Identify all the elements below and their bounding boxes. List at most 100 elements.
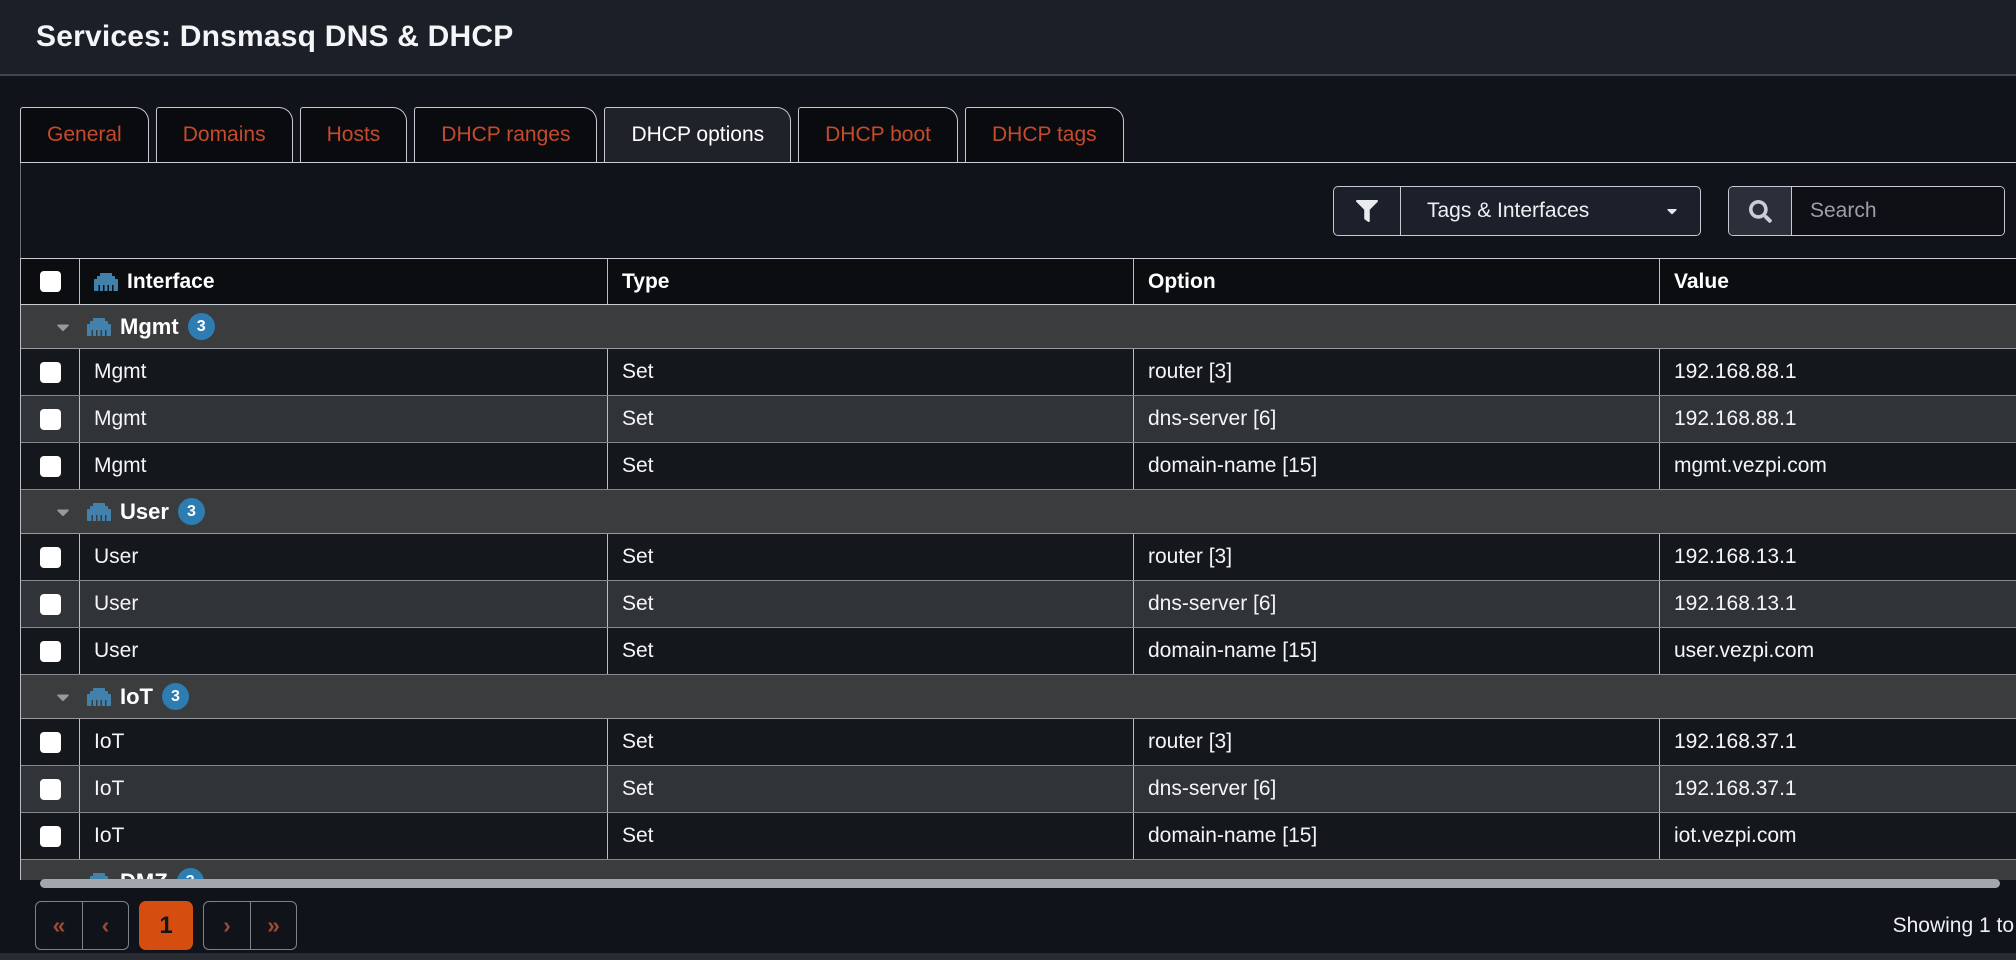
cell-value: mgmt.vezpi.com xyxy=(1659,443,2016,489)
table-row[interactable]: User Set dns-server [6] 192.168.13.1 xyxy=(21,581,2016,628)
search-icon xyxy=(1748,199,1772,223)
ethernet-icon xyxy=(87,317,111,336)
column-label-interface: Interface xyxy=(127,269,215,293)
column-header-interface[interactable]: Interface xyxy=(79,259,607,304)
tab-dhcp-tags[interactable]: DHCP tags xyxy=(964,107,1124,162)
filter-selected-option[interactable]: Tags & Interfaces xyxy=(1401,187,1700,235)
cell-type: Set xyxy=(607,534,1133,580)
table-header-row: Interface Type Option Value xyxy=(21,258,2016,305)
column-label-value: Value xyxy=(1674,269,1729,293)
column-header-value[interactable]: Value xyxy=(1659,259,2016,304)
row-checkbox[interactable] xyxy=(39,546,61,568)
table-row[interactable]: Mgmt Set domain-name [15] mgmt.vezpi.com xyxy=(21,443,2016,490)
select-all-cell xyxy=(21,259,79,304)
cell-option: domain-name [15] xyxy=(1133,628,1659,674)
group-row-mgmt[interactable]: Mgmt 3 xyxy=(21,305,2016,349)
search-input[interactable] xyxy=(1792,187,2004,235)
cell-option: dns-server [6] xyxy=(1133,766,1659,812)
cell-option: domain-name [15] xyxy=(1133,443,1659,489)
cell-option: router [3] xyxy=(1133,719,1659,765)
cell-value: user.vezpi.com xyxy=(1659,628,2016,674)
group-row-iot[interactable]: IoT 3 xyxy=(21,675,2016,719)
pagination-first-button[interactable]: « xyxy=(52,912,66,938)
table-row[interactable]: User Set router [3] 192.168.13.1 xyxy=(21,534,2016,581)
collapse-caret-icon[interactable] xyxy=(53,317,73,337)
cell-option: dns-server [6] xyxy=(1133,396,1659,442)
group-row-user[interactable]: User 3 xyxy=(21,490,2016,534)
cell-interface: IoT xyxy=(79,766,607,812)
cell-type: Set xyxy=(607,396,1133,442)
tab-dhcp-ranges[interactable]: DHCP ranges xyxy=(414,107,598,162)
pagination-status: Showing 1 to xyxy=(1892,914,2014,937)
count-badge: 3 xyxy=(162,683,189,710)
pagination-next-button[interactable]: › xyxy=(223,912,231,938)
cell-value: 192.168.37.1 xyxy=(1659,719,2016,765)
tab-hosts[interactable]: Hosts xyxy=(299,107,408,162)
search-button[interactable] xyxy=(1729,187,1792,235)
cell-interface: Mgmt xyxy=(79,443,607,489)
table-row[interactable]: User Set domain-name [15] user.vezpi.com xyxy=(21,628,2016,675)
tab-domains[interactable]: Domains xyxy=(155,107,293,162)
ethernet-icon xyxy=(87,687,111,706)
row-checkbox[interactable] xyxy=(39,455,61,477)
tab-dhcp-options[interactable]: DHCP options xyxy=(604,107,792,162)
pagination-back-group: « ‹ xyxy=(35,901,129,950)
column-header-type[interactable]: Type xyxy=(607,259,1133,304)
cell-option: dns-server [6] xyxy=(1133,581,1659,627)
cell-type: Set xyxy=(607,581,1133,627)
table-row[interactable]: IoT Set dns-server [6] 192.168.37.1 xyxy=(21,766,2016,813)
count-badge: 3 xyxy=(177,498,205,525)
table-row[interactable]: Mgmt Set dns-server [6] 192.168.88.1 xyxy=(21,396,2016,443)
cell-value: 192.168.13.1 xyxy=(1659,581,2016,627)
cell-type: Set xyxy=(607,443,1133,489)
row-checkbox[interactable] xyxy=(39,408,61,430)
row-checkbox[interactable] xyxy=(39,593,61,615)
pagination-page-1-button[interactable]: 1 xyxy=(139,901,193,950)
horizontal-scrollbar[interactable] xyxy=(40,879,2000,888)
count-badge: 3 xyxy=(187,313,215,340)
row-checkbox[interactable] xyxy=(39,778,61,800)
tab-dhcp-boot[interactable]: DHCP boot xyxy=(798,107,958,162)
group-name: User xyxy=(120,498,169,524)
pagination-last-button[interactable]: » xyxy=(250,902,296,949)
cell-interface: Mgmt xyxy=(79,396,607,442)
cell-value: 192.168.88.1 xyxy=(1659,396,2016,442)
row-checkbox[interactable] xyxy=(39,361,61,383)
ethernet-icon xyxy=(94,272,118,291)
pagination-prev-button[interactable]: ‹ xyxy=(82,902,128,949)
collapse-caret-icon[interactable] xyxy=(53,687,73,707)
cell-value: 192.168.13.1 xyxy=(1659,534,2016,580)
row-checkbox[interactable] xyxy=(39,731,61,753)
select-all-checkbox[interactable] xyxy=(39,271,61,292)
table-row[interactable]: IoT Set domain-name [15] iot.vezpi.com xyxy=(21,813,2016,860)
cell-interface: IoT xyxy=(79,813,607,859)
cell-type: Set xyxy=(607,628,1133,674)
search-box xyxy=(1728,186,2005,236)
column-label-option: Option xyxy=(1148,269,1216,293)
table-row[interactable]: IoT Set router [3] 192.168.37.1 xyxy=(21,719,2016,766)
group-name: IoT xyxy=(120,683,153,709)
collapse-caret-icon[interactable] xyxy=(53,502,73,522)
table-row[interactable]: Mgmt Set router [3] 192.168.88.1 xyxy=(21,349,2016,396)
cell-interface: Mgmt xyxy=(79,349,607,395)
tab-general[interactable]: General xyxy=(20,107,149,162)
cell-interface: User xyxy=(79,534,607,580)
row-checkbox[interactable] xyxy=(39,825,61,847)
filter-button[interactable] xyxy=(1334,187,1401,235)
group-row-dmz[interactable]: DMZ 3 xyxy=(21,860,2016,880)
filter-label: Tags & Interfaces xyxy=(1427,199,1590,222)
panel-left-edge xyxy=(20,163,21,258)
cell-value: 192.168.37.1 xyxy=(1659,766,2016,812)
options-table: Interface Type Option Value Mgmt 3 Mgmt … xyxy=(20,258,2016,880)
page-title: Services: Dnsmasq DNS & DHCP xyxy=(36,20,514,53)
cell-type: Set xyxy=(607,349,1133,395)
bottom-edge xyxy=(0,953,2016,960)
count-badge: 3 xyxy=(176,868,204,880)
page-header: Services: Dnsmasq DNS & DHCP xyxy=(0,0,2016,76)
row-checkbox[interactable] xyxy=(39,640,61,662)
cell-value: 192.168.88.1 xyxy=(1659,349,2016,395)
tabstrip-divider xyxy=(20,162,2016,163)
ethernet-icon xyxy=(87,872,111,880)
column-header-option[interactable]: Option xyxy=(1133,259,1659,304)
